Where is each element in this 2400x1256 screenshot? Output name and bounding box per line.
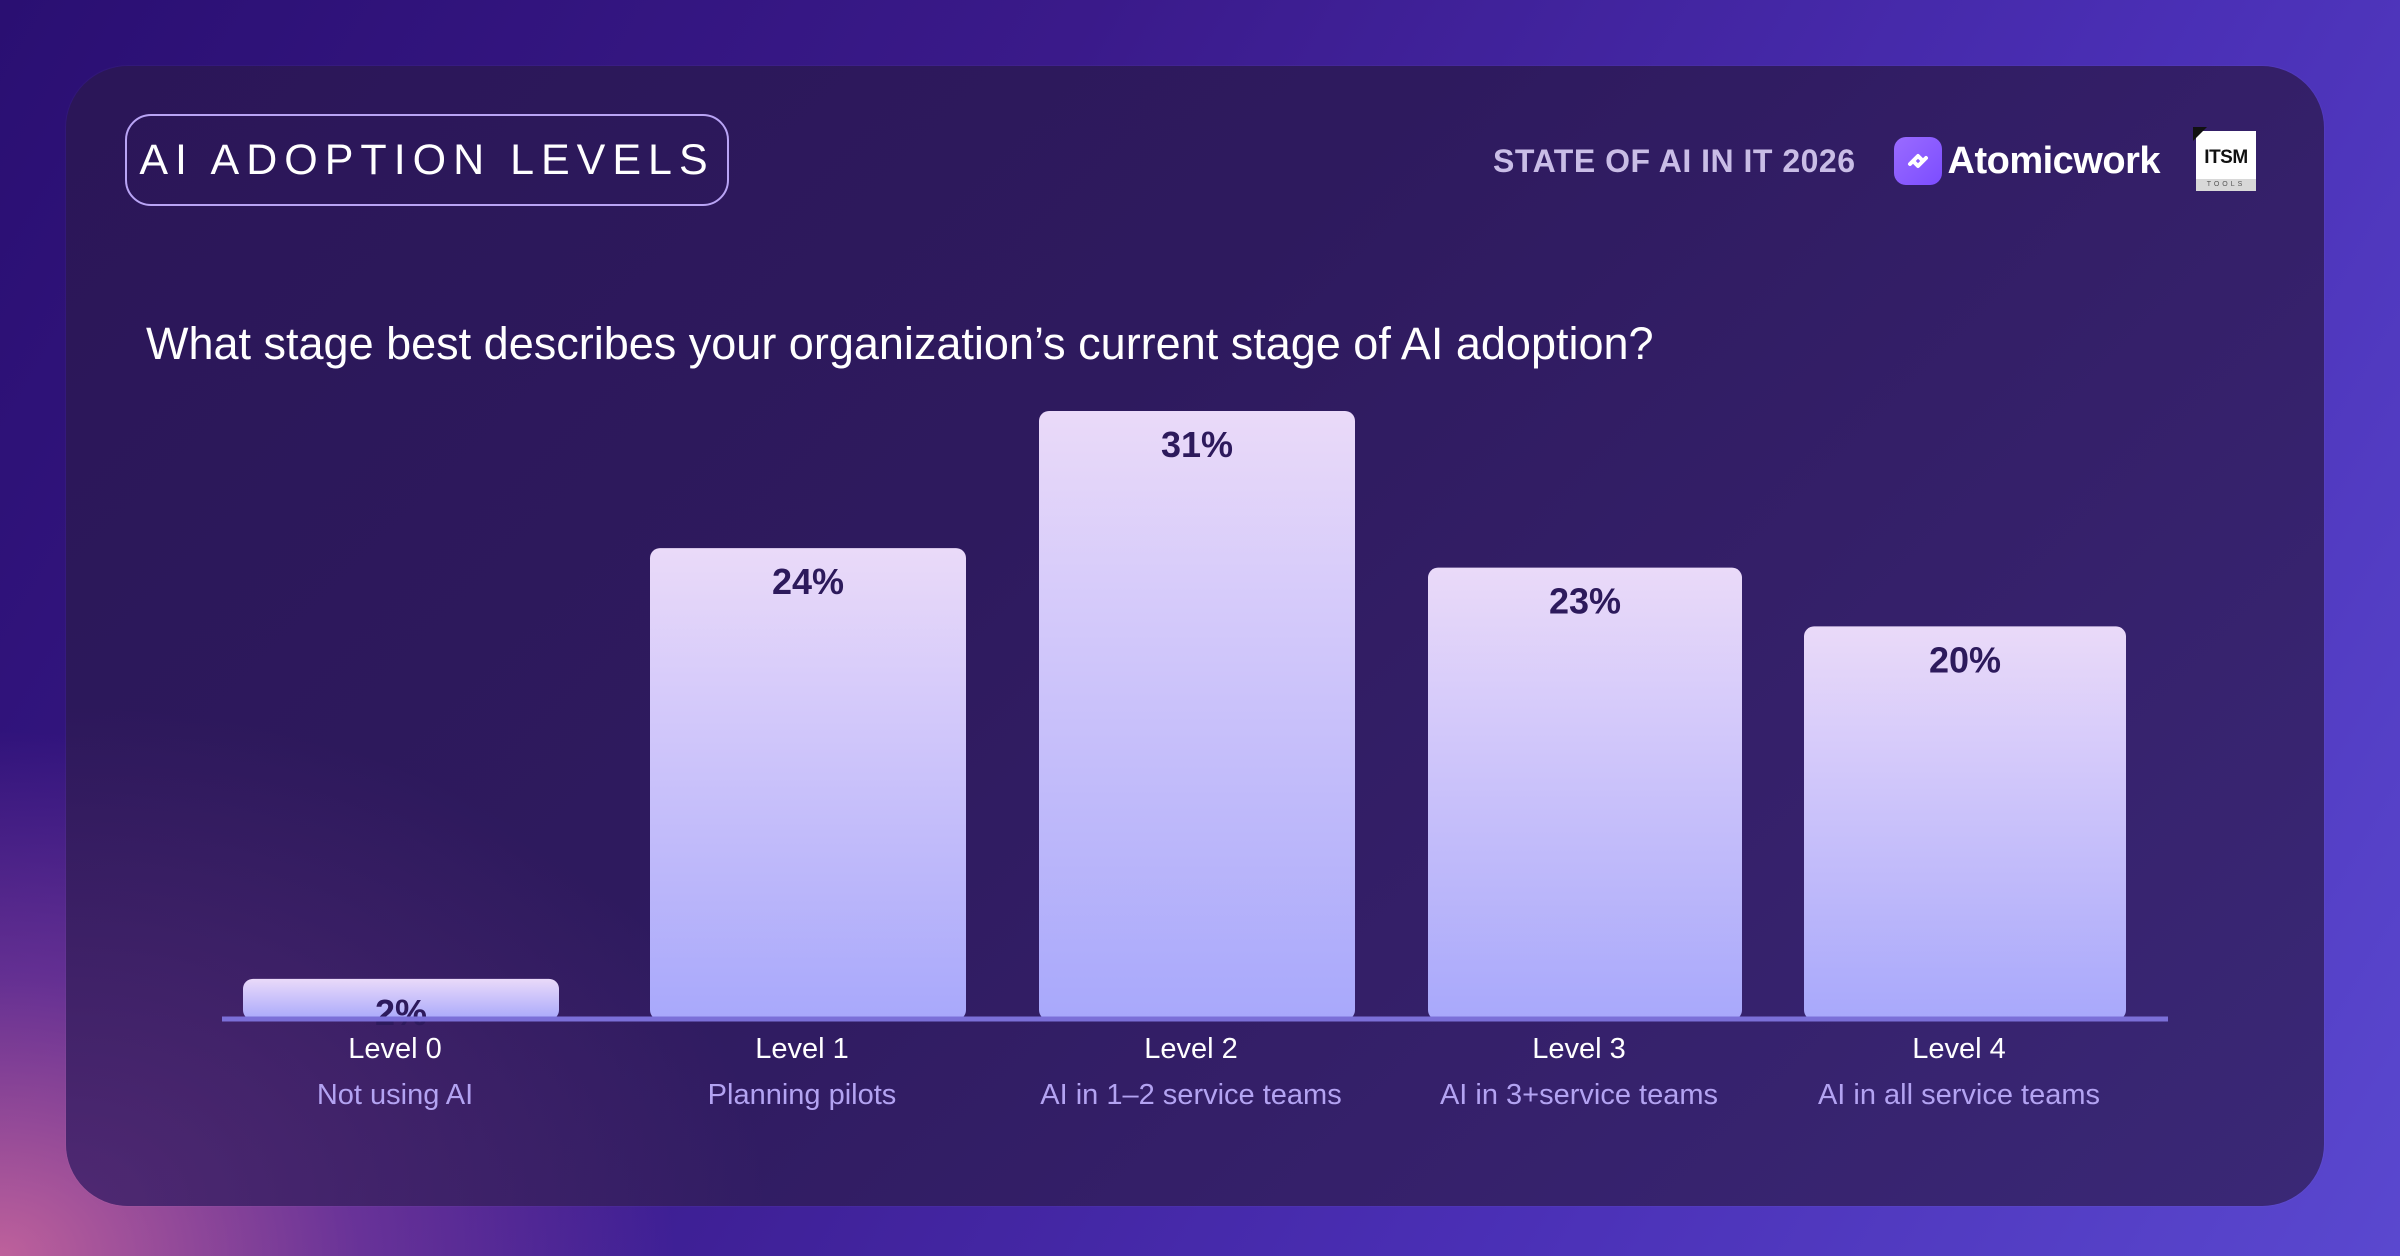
bar-value-label: 31% bbox=[1161, 424, 1233, 465]
logo-corner-mark bbox=[2193, 127, 2207, 141]
brand-name: Atomicwork bbox=[1947, 139, 2161, 182]
bar-level-3 bbox=[1428, 567, 1742, 1020]
partner-logo-main: ITSM bbox=[2204, 147, 2248, 168]
category-label: Level 1 bbox=[755, 1033, 849, 1065]
partner-logo-sub: TOOLS bbox=[2196, 179, 2256, 191]
category-sublabel: AI in 1–2 service teams bbox=[1040, 1079, 1341, 1111]
category-sublabel: AI in all service teams bbox=[1818, 1079, 2100, 1111]
bar-level-4 bbox=[1804, 626, 2126, 1020]
bar-value-label: 2% bbox=[375, 992, 427, 1033]
category-sublabel: AI in 3+service teams bbox=[1440, 1079, 1718, 1111]
brand-row: STATE OF AI IN IT 2026 Atomicwork ITSM T… bbox=[1493, 126, 2256, 196]
bar-value-label: 20% bbox=[1929, 639, 2001, 680]
report-title: STATE OF AI IN IT 2026 bbox=[1493, 142, 1856, 179]
bar-value-label: 24% bbox=[772, 561, 844, 602]
section-badge: AI ADOPTION LEVELS bbox=[125, 114, 729, 206]
bar-level-1 bbox=[650, 548, 966, 1020]
category-label: Level 2 bbox=[1144, 1033, 1238, 1065]
survey-question: What stage best describes your organizat… bbox=[146, 318, 1654, 369]
bar-level-2 bbox=[1039, 411, 1355, 1020]
atomicwork-logo-icon bbox=[1893, 137, 1942, 185]
category-label: Level 4 bbox=[1912, 1033, 2006, 1065]
category-sublabel: Not using AI bbox=[317, 1079, 473, 1111]
category-sublabel: Planning pilots bbox=[708, 1079, 897, 1111]
bar-value-label: 23% bbox=[1549, 581, 1621, 622]
category-label: Level 0 bbox=[348, 1033, 442, 1065]
category-label: Level 3 bbox=[1532, 1033, 1626, 1065]
itsm-tools-logo: ITSM TOOLS bbox=[2193, 127, 2256, 191]
bar-level-0 bbox=[243, 978, 559, 1020]
